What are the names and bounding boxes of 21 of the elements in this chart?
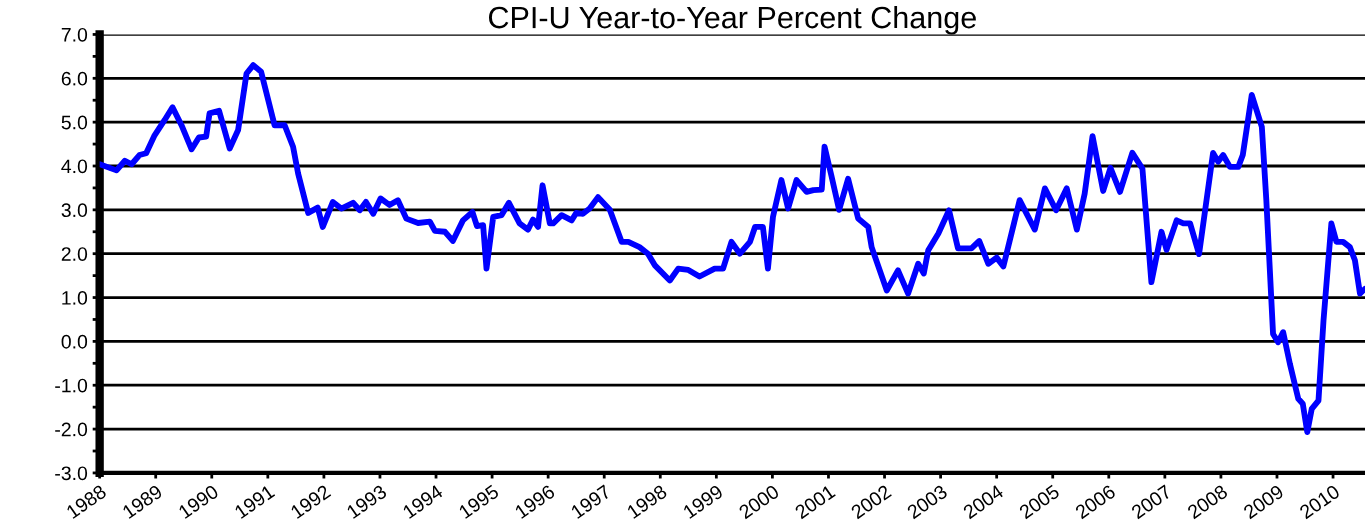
y-tick-label: 4.0 <box>61 159 88 174</box>
x-tick-label: 1990 <box>177 484 220 520</box>
y-tick-label: 5.0 <box>61 115 88 130</box>
y-tick-label: 7.0 <box>61 27 88 42</box>
x-tick-label: 1991 <box>233 484 276 520</box>
x-tick-label: 2003 <box>906 484 949 520</box>
y-tick-label: 6.0 <box>61 71 88 86</box>
x-tick-label: 1999 <box>682 484 724 520</box>
y-tick-label: 0.0 <box>61 334 88 349</box>
y-tick-label: -2.0 <box>55 422 88 437</box>
x-tick-label: 2010 <box>1298 484 1341 520</box>
chart-title: CPI-U Year-to-Year Percent Change <box>488 5 976 35</box>
x-tick-label: 2009 <box>1242 484 1285 520</box>
x-tick-label: 1989 <box>121 484 164 520</box>
y-tick-label: -3.0 <box>55 466 88 481</box>
x-tick-label: 2001 <box>794 484 836 520</box>
y-tick-label: 2.0 <box>61 247 88 261</box>
y-tick-label: -1.0 <box>55 378 88 393</box>
x-tick-label: 2000 <box>738 484 780 520</box>
y-tick-label: 1.0 <box>62 291 88 305</box>
y-tick-label: 3.0 <box>61 203 88 218</box>
